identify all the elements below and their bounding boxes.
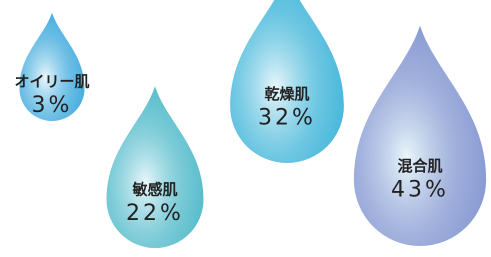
drop: [230, 0, 344, 163]
chart: オイリー肌 3% 敏感肌 22% 乾燥肌 32% 混合肌 43%: [0, 0, 491, 257]
category-label: 敏感肌: [131, 180, 177, 198]
drop: [354, 26, 486, 246]
value-label: 43%: [391, 178, 449, 203]
value-label: 3%: [32, 93, 73, 118]
category-label: 乾燥肌: [264, 85, 309, 103]
value-label: 22%: [126, 201, 184, 226]
category-label: 混合肌: [397, 157, 442, 175]
page: オイリー肌3%敏感肌22%乾燥肌32%混合肌43% (() => { const…: [0, 0, 491, 257]
value-label: 32%: [258, 106, 316, 131]
category-label: オイリー肌: [14, 72, 89, 90]
